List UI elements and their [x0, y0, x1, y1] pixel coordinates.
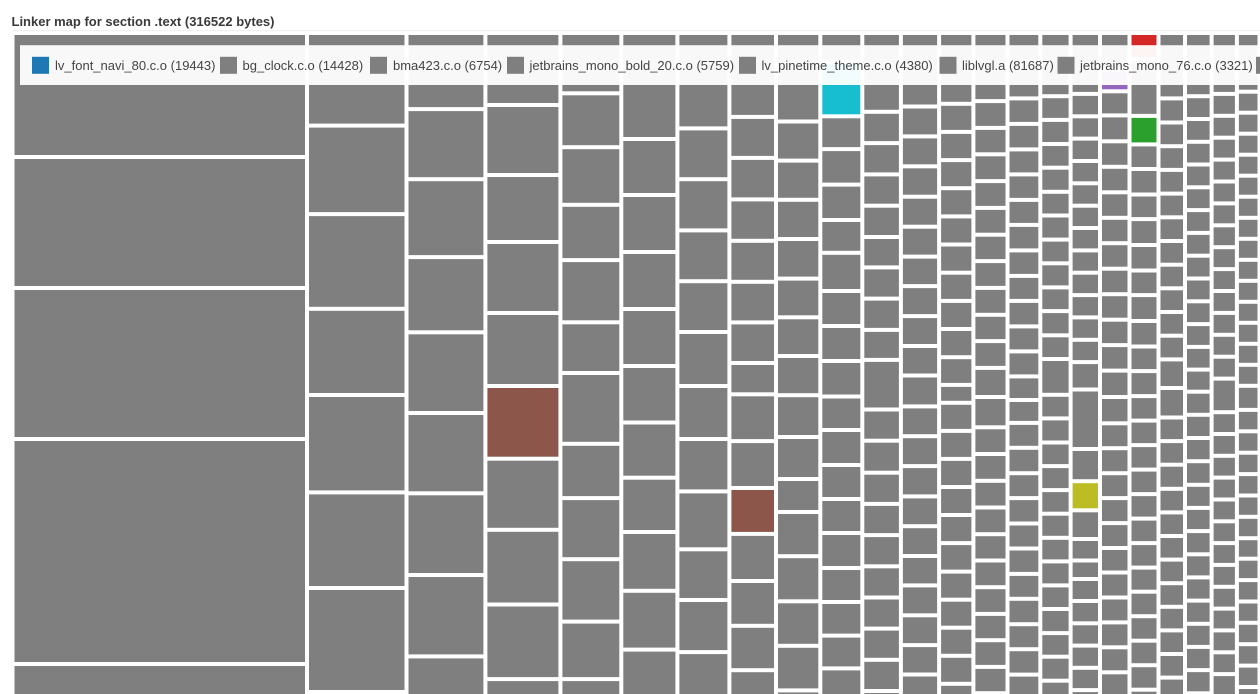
svg-text:jetbrains_mono_bold_20.c.o (57: jetbrains_mono_bold_20.c.o (5759) — [529, 58, 735, 73]
svg-text:Linker map for section .text (: Linker map for section .text (316522 byt… — [12, 14, 275, 29]
svg-text:jetbrains_mono_76.c.o (3321): jetbrains_mono_76.c.o (3321) — [1079, 58, 1253, 73]
svg-text:lv_font_navi_80.c.o (19443): lv_font_navi_80.c.o (19443) — [55, 58, 215, 73]
svg-text:bg_clock.c.o (14428): bg_clock.c.o (14428) — [243, 58, 364, 73]
svg-text:liblvgl.a (81687): liblvgl.a (81687) — [962, 58, 1054, 73]
svg-text:lv_pinetime_theme.c.o (4380): lv_pinetime_theme.c.o (4380) — [762, 58, 933, 73]
svg-text:bma423.c.o (6754): bma423.c.o (6754) — [393, 58, 502, 73]
